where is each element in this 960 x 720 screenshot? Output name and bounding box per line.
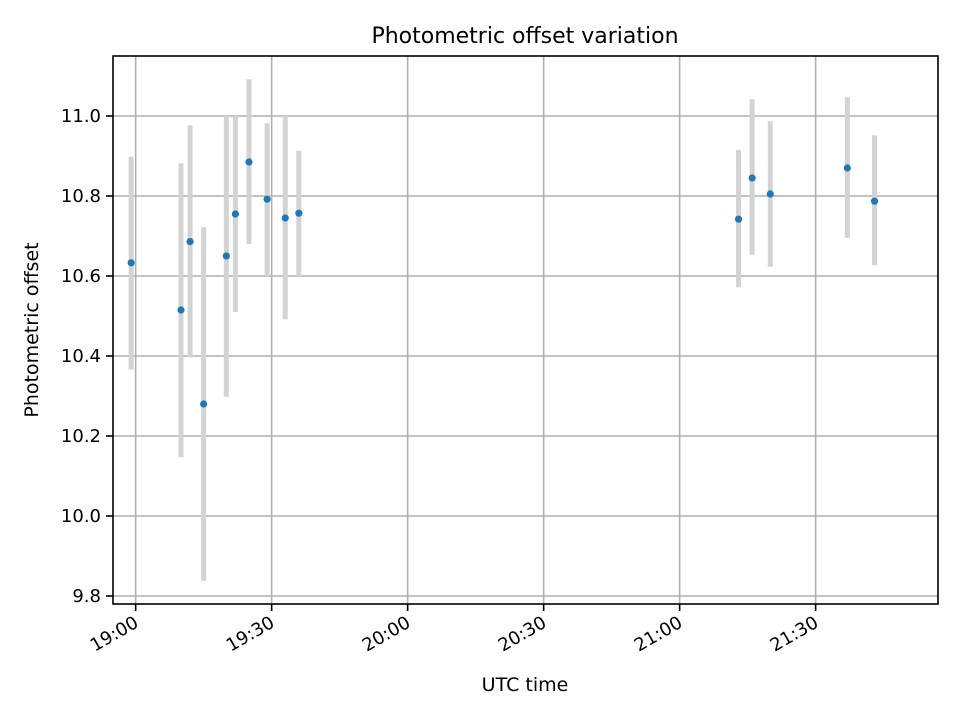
- y-tick-label: 10.6: [61, 266, 101, 287]
- data-point: [281, 214, 289, 222]
- x-tick-label: 20:00: [359, 612, 414, 656]
- y-tick-label: 10.2: [61, 426, 101, 447]
- y-axis-ticks: 9.8 10.0 10.2 10.4 10.6 10.8 11.0: [61, 106, 113, 607]
- data-point: [245, 158, 253, 166]
- x-tick-label: 21:00: [631, 612, 686, 656]
- x-tick-label: 21:30: [767, 612, 822, 656]
- data-point: [734, 215, 743, 223]
- data-point: [231, 210, 239, 218]
- x-axis-ticks: 19:00 19:30 20:00 20:30 21:00 21:30: [87, 604, 822, 656]
- data-point: [186, 238, 194, 246]
- x-tick-label: 20:30: [495, 612, 550, 656]
- y-tick-label: 9.8: [72, 586, 101, 607]
- error-bars: [128, 79, 878, 581]
- data-point: [263, 195, 271, 203]
- data-point: [766, 190, 774, 198]
- data-point: [843, 164, 851, 172]
- data-point: [748, 174, 756, 182]
- chart-title: Photometric offset variation: [371, 24, 678, 49]
- y-axis-label: Photometric offset: [21, 242, 43, 417]
- y-tick-label: 10.8: [61, 186, 101, 207]
- data-point: [200, 400, 208, 408]
- data-point: [177, 306, 185, 314]
- y-tick-label: 10.4: [61, 346, 101, 367]
- data-points: [127, 158, 879, 408]
- x-tick-label: 19:30: [223, 612, 278, 656]
- y-tick-label: 11.0: [61, 106, 101, 127]
- plot-frame: [112, 55, 939, 605]
- y-tick-label: 10.0: [61, 506, 101, 527]
- x-axis-label: UTC time: [482, 674, 569, 696]
- x-tick-label: 19:00: [87, 612, 142, 656]
- data-point: [295, 209, 303, 217]
- data-point: [870, 197, 879, 205]
- data-point: [222, 252, 230, 260]
- data-point: [127, 259, 135, 267]
